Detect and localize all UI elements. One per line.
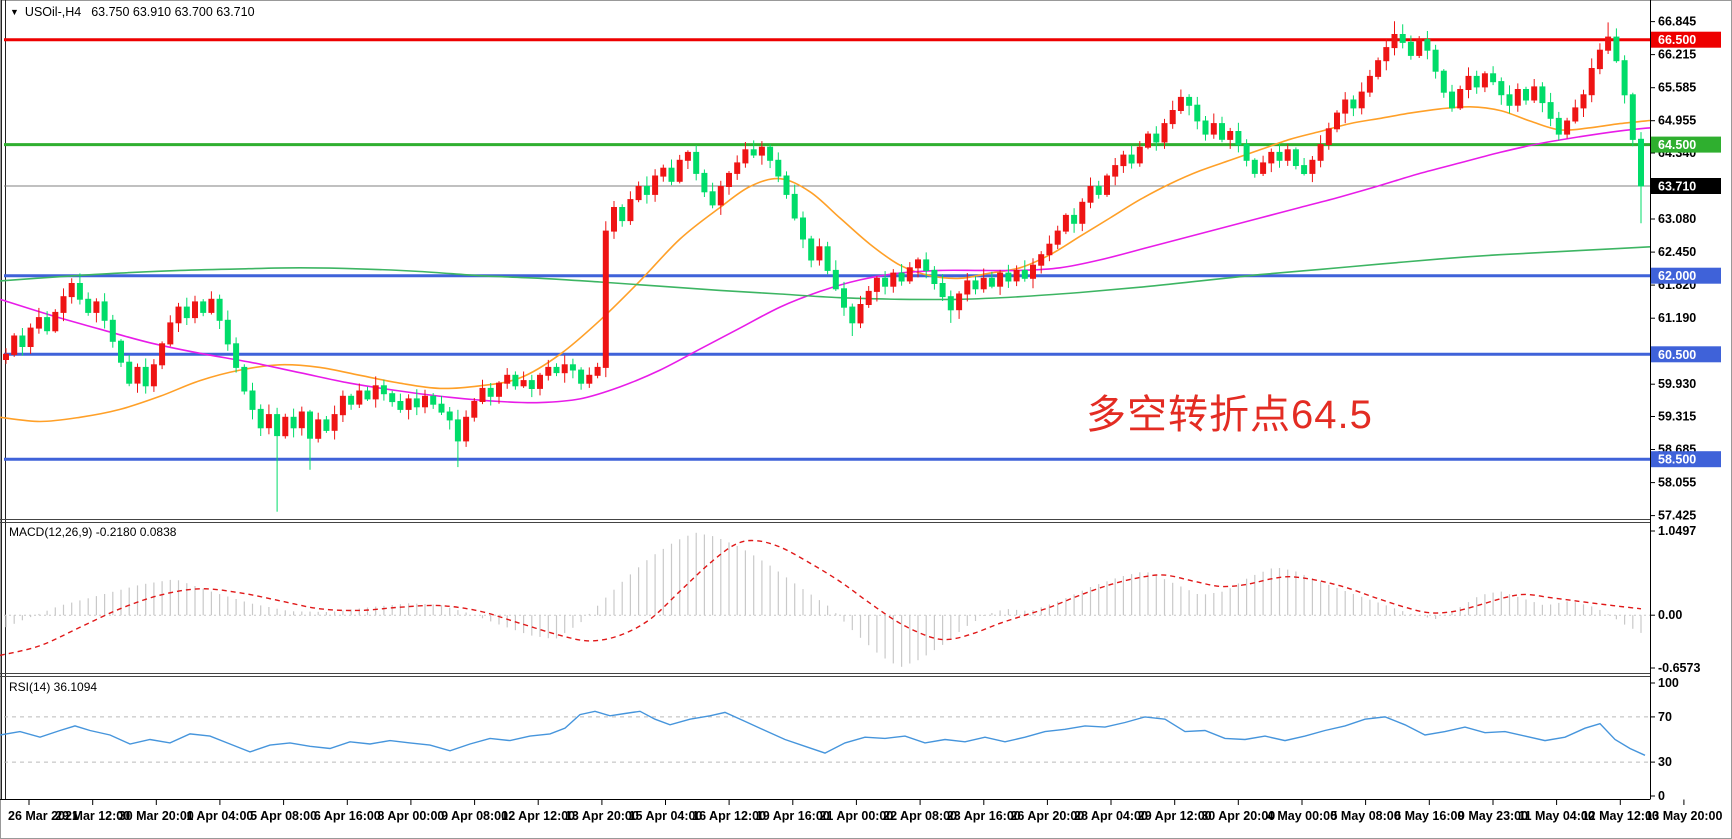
rsi-indicator-label: RSI(14) 36.1094 [9, 680, 98, 694]
price-tick-label: 63.080 [1658, 212, 1696, 226]
macd-signal-line [0, 539, 1642, 657]
price-badge-label: 64.500 [1658, 138, 1696, 152]
time-axis-label: 26 Apr 20:00 [1010, 809, 1084, 823]
candles [3, 21, 1644, 512]
time-axis-label: 8 Apr 00:00 [377, 809, 444, 823]
macd-indicator-label: MACD(12,26,9) -0.2180 0.0838 [9, 525, 177, 539]
price-badge-label: 63.710 [1658, 180, 1696, 194]
macd-axis-label: 0.00 [1658, 608, 1682, 622]
price-badge-label: 60.500 [1658, 348, 1696, 362]
rsi-axis-label: 0 [1658, 789, 1665, 803]
price-badge-63.710 [1651, 178, 1721, 194]
price-tick-label: 66.845 [1658, 15, 1696, 29]
ma-magenta-line [0, 127, 1651, 404]
time-axis-label: 13 Apr 20:00 [565, 809, 639, 823]
price-badge-60.500 [1651, 346, 1721, 363]
price-badge-58.500 [1651, 451, 1721, 468]
time-axis-label: 5 Apr 08:00 [250, 809, 317, 823]
time-axis-label: 21 Apr 00:00 [819, 809, 893, 823]
time-axis-label: 30 Mar 20:00 [119, 809, 194, 823]
price-badge-label: 66.500 [1658, 33, 1696, 47]
rsi-pane: 100 70 30 0 [0, 676, 1679, 803]
symbol-timeframe-label: USOil-,H4 [24, 5, 82, 19]
ma-green-line [0, 246, 1651, 301]
time-axis-label: 29 Mar 12:00 [55, 809, 130, 823]
time-axis-label: 6 May 16:00 [1394, 809, 1464, 823]
time-axis-label: 12 May 12:00 [1582, 809, 1659, 823]
time-axis-label: 1 Apr 04:00 [186, 809, 253, 823]
macd-pane: 1.0497 0.00 -0.6573 [0, 524, 1700, 675]
ma-green [0, 246, 1651, 301]
price-badge-64.500 [1651, 136, 1721, 153]
rsi-line [0, 710, 1646, 756]
rsi-axis-label: 100 [1658, 676, 1679, 690]
time-axis-label: 16 Apr 12:00 [692, 809, 766, 823]
time-axis-label: 13 May 20:00 [1645, 809, 1722, 823]
time-axis-label: 11 May 04:00 [1518, 809, 1594, 823]
time-axis-label: 23 Apr 16:00 [947, 809, 1021, 823]
time-axis-label: 4 May 00:00 [1267, 809, 1337, 823]
price-tick-label: 57.425 [1658, 509, 1696, 523]
macd-axis-label: 1.0497 [1658, 524, 1696, 538]
time-axis-label: 9 Apr 08:00 [441, 809, 508, 823]
annotation-text: 多空转折点64.5 [1086, 393, 1373, 437]
time-axis-label: 22 Apr 08:00 [883, 809, 957, 823]
time-axis-label: 15 Apr 04:00 [629, 809, 703, 823]
price-axis: 66.84566.21565.58564.95564.34063.08062.4… [1650, 15, 1721, 523]
price-badge-62.000 [1651, 267, 1721, 284]
time-axis-label: 6 Apr 16:00 [314, 809, 381, 823]
price-tick-label: 65.585 [1658, 81, 1696, 95]
price-tick-label: 66.215 [1658, 48, 1696, 62]
price-tick-label: 58.055 [1658, 476, 1696, 490]
ohlc-readout: 63.750 63.910 63.700 63.710 [91, 5, 255, 19]
macd-histogram [5, 532, 1642, 667]
ma-magenta [0, 127, 1651, 404]
price-badge-label: 62.000 [1658, 269, 1696, 283]
time-axis-label: 28 Apr 04:00 [1074, 809, 1148, 823]
time-axis-label: 9 May 23:00 [1458, 809, 1528, 823]
price-badge-label: 58.500 [1658, 453, 1696, 467]
price-tick-label: 61.190 [1658, 311, 1696, 325]
rsi-axis-label: 30 [1658, 755, 1672, 769]
price-badge-66.500 [1651, 31, 1721, 48]
price-tick-label: 59.315 [1658, 410, 1696, 424]
time-axis-label: 26 Mar 2021 [8, 809, 79, 823]
price-level-lines [4, 38, 1650, 461]
time-axis-label: 19 Apr 16:00 [756, 809, 830, 823]
time-axis-label: 5 May 08:00 [1331, 809, 1401, 823]
macd-axis-label: -0.6573 [1658, 661, 1700, 675]
rsi-axis-label: 70 [1658, 710, 1672, 724]
time-axis-label: 29 Apr 12:00 [1138, 809, 1212, 823]
time-axis-label: 12 Apr 12:00 [501, 809, 575, 823]
price-tick-label: 62.450 [1658, 245, 1696, 259]
chart-title-bar: ▼ USOil-,H4 63.750 63.910 63.700 63.710 [10, 5, 255, 19]
price-tick-label: 59.930 [1658, 377, 1696, 391]
symbol-dropdown-arrow[interactable]: ▼ [10, 7, 19, 17]
time-axis-label: 30 Apr 20:00 [1201, 809, 1275, 823]
price-tick-label: 64.955 [1658, 114, 1696, 128]
